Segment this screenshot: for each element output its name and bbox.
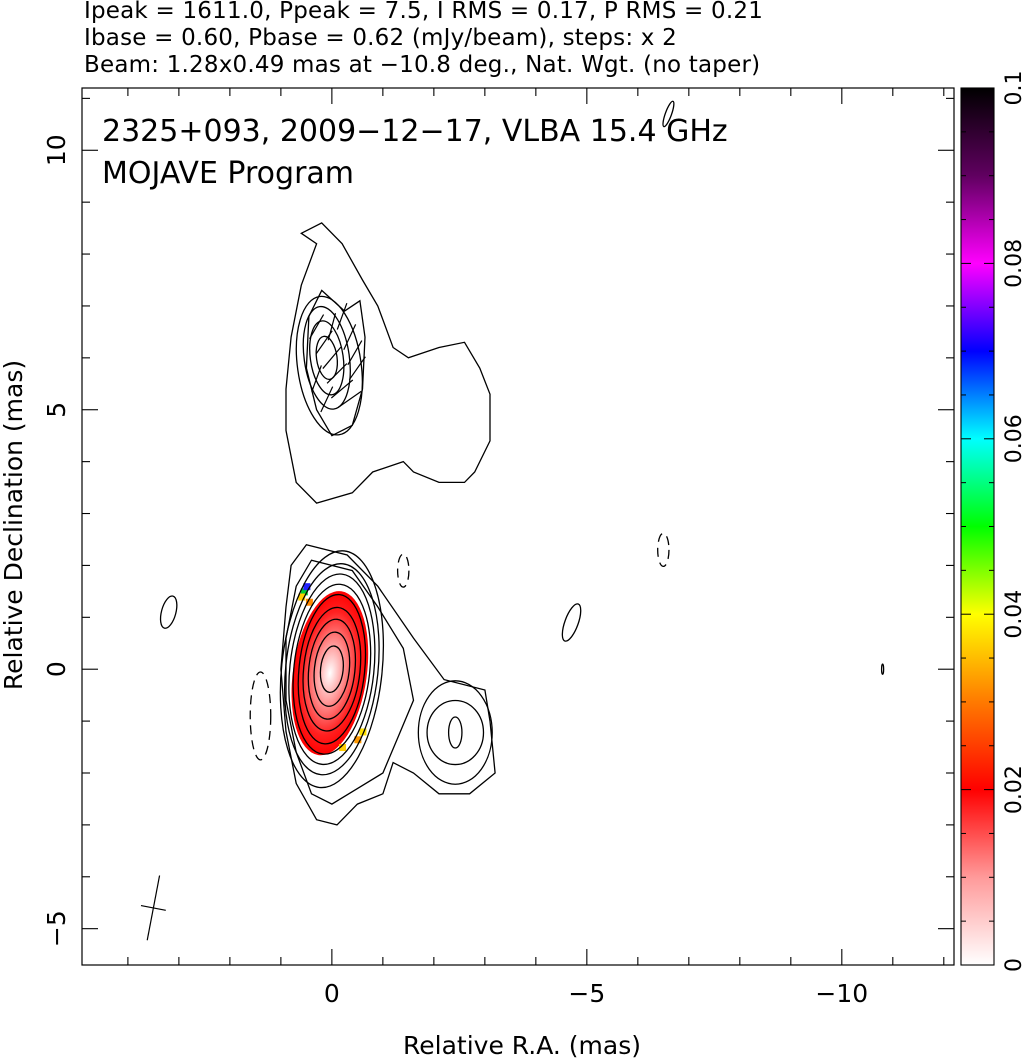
evpa-vector bbox=[330, 379, 354, 399]
evpa-vector bbox=[327, 313, 337, 341]
y-tick-label: 5 bbox=[42, 402, 71, 418]
evpa-vector bbox=[343, 324, 357, 351]
polarization-core-patch bbox=[291, 591, 369, 756]
contour-core-level bbox=[307, 618, 357, 720]
contour-core-outer bbox=[280, 543, 496, 826]
contour-north-level bbox=[309, 320, 345, 396]
contour-isolated bbox=[561, 603, 582, 642]
contour-isolated bbox=[880, 663, 885, 676]
evpa-vector bbox=[309, 314, 325, 340]
chart-subtitle: MOJAVE Program bbox=[102, 156, 354, 191]
total-intensity-contours bbox=[159, 100, 885, 826]
contour-isolated bbox=[662, 100, 675, 128]
contour-negative bbox=[249, 671, 272, 761]
y-axis-label: Relative Declination (mas) bbox=[0, 360, 28, 690]
polarization-pixel bbox=[298, 593, 306, 601]
evpa-vector bbox=[322, 346, 342, 369]
contour-core-level bbox=[319, 645, 345, 694]
colorbar: 0 0.02 0.04 0.06 0.08 0.1 bbox=[960, 71, 1022, 972]
polarization-pixel bbox=[300, 588, 308, 596]
evpa-vector bbox=[347, 340, 363, 366]
contour-north-level bbox=[302, 305, 351, 410]
x-axis-label: Relative R.A. (mas) bbox=[403, 1031, 641, 1060]
colorbar-tick-label: 0.08 bbox=[1002, 239, 1022, 288]
colorbar-gradient bbox=[960, 87, 995, 966]
chart-title: 2325+093, 2009−12−17, VLBA 15.4 GHz bbox=[102, 114, 728, 149]
evpa-vector bbox=[326, 363, 348, 384]
contour-core-level bbox=[313, 631, 351, 707]
x-tick-label: 0 bbox=[324, 979, 340, 1008]
evpa-vector bbox=[311, 365, 322, 392]
contour-isolated bbox=[159, 595, 178, 629]
colorbar-tick-label: 0.06 bbox=[1002, 414, 1022, 463]
plot-frame bbox=[81, 87, 955, 966]
polarization-pixel bbox=[339, 744, 347, 752]
beam-ellipse bbox=[140, 875, 166, 941]
contour-knot-sw bbox=[426, 699, 485, 766]
evpa-vectors bbox=[309, 302, 366, 413]
header-line-1: Ipeak = 1611.0, Ppeak = 7.5, I RMS = 0.1… bbox=[84, 0, 764, 24]
contour-north-level bbox=[295, 295, 363, 436]
polarization-pixel bbox=[354, 736, 362, 744]
polarization-pixel bbox=[303, 583, 311, 591]
contour-negative bbox=[657, 532, 670, 568]
evpa-vector bbox=[320, 386, 334, 413]
x-tick-label: −5 bbox=[568, 979, 605, 1008]
y-tick-label: 0 bbox=[42, 661, 71, 677]
polarization-pixel bbox=[305, 598, 313, 606]
colorbar-tick-label: 0.1 bbox=[1002, 71, 1022, 106]
x-tick-label: −10 bbox=[815, 979, 868, 1008]
contour-north-level bbox=[315, 335, 339, 381]
y-tick-labels: −5 0 5 10 bbox=[42, 134, 71, 947]
evpa-vector bbox=[337, 390, 362, 408]
contour-core-level bbox=[288, 573, 376, 766]
beam-minor-axis bbox=[140, 904, 166, 911]
header-line-3: Beam: 1.28x0.49 mas at −10.8 deg., Nat. … bbox=[84, 52, 761, 78]
contour-north-outer bbox=[285, 222, 491, 504]
contour-knot-sw bbox=[447, 716, 463, 749]
contour-core-level bbox=[297, 593, 367, 745]
contour-north-lobe bbox=[305, 289, 366, 437]
colorbar-tick-label: 0.02 bbox=[1002, 765, 1022, 814]
evpa-vector bbox=[348, 356, 366, 381]
evpa-vector bbox=[336, 302, 348, 330]
x-tick-labels: 0 −5 −10 bbox=[324, 979, 868, 1008]
contour-negative bbox=[396, 553, 410, 588]
contour-core-level bbox=[302, 606, 362, 732]
contour-knot-sw bbox=[417, 680, 493, 785]
y-tick-label: 10 bbox=[42, 134, 71, 166]
colorbar-tick-label: 0.04 bbox=[1002, 590, 1022, 639]
polarization-pixel bbox=[359, 728, 367, 736]
contour-core-level bbox=[292, 583, 372, 755]
axis-ticks bbox=[82, 88, 954, 965]
y-tick-label: −5 bbox=[42, 910, 71, 947]
contour-core-level bbox=[283, 563, 380, 776]
polarization-color-map bbox=[291, 583, 369, 756]
header-line-2: Ibase = 0.60, Pbase = 0.62 (mJy/beam), s… bbox=[84, 25, 677, 51]
contour-core-level bbox=[279, 550, 385, 789]
colorbar-tick-label: 0 bbox=[1002, 958, 1022, 972]
